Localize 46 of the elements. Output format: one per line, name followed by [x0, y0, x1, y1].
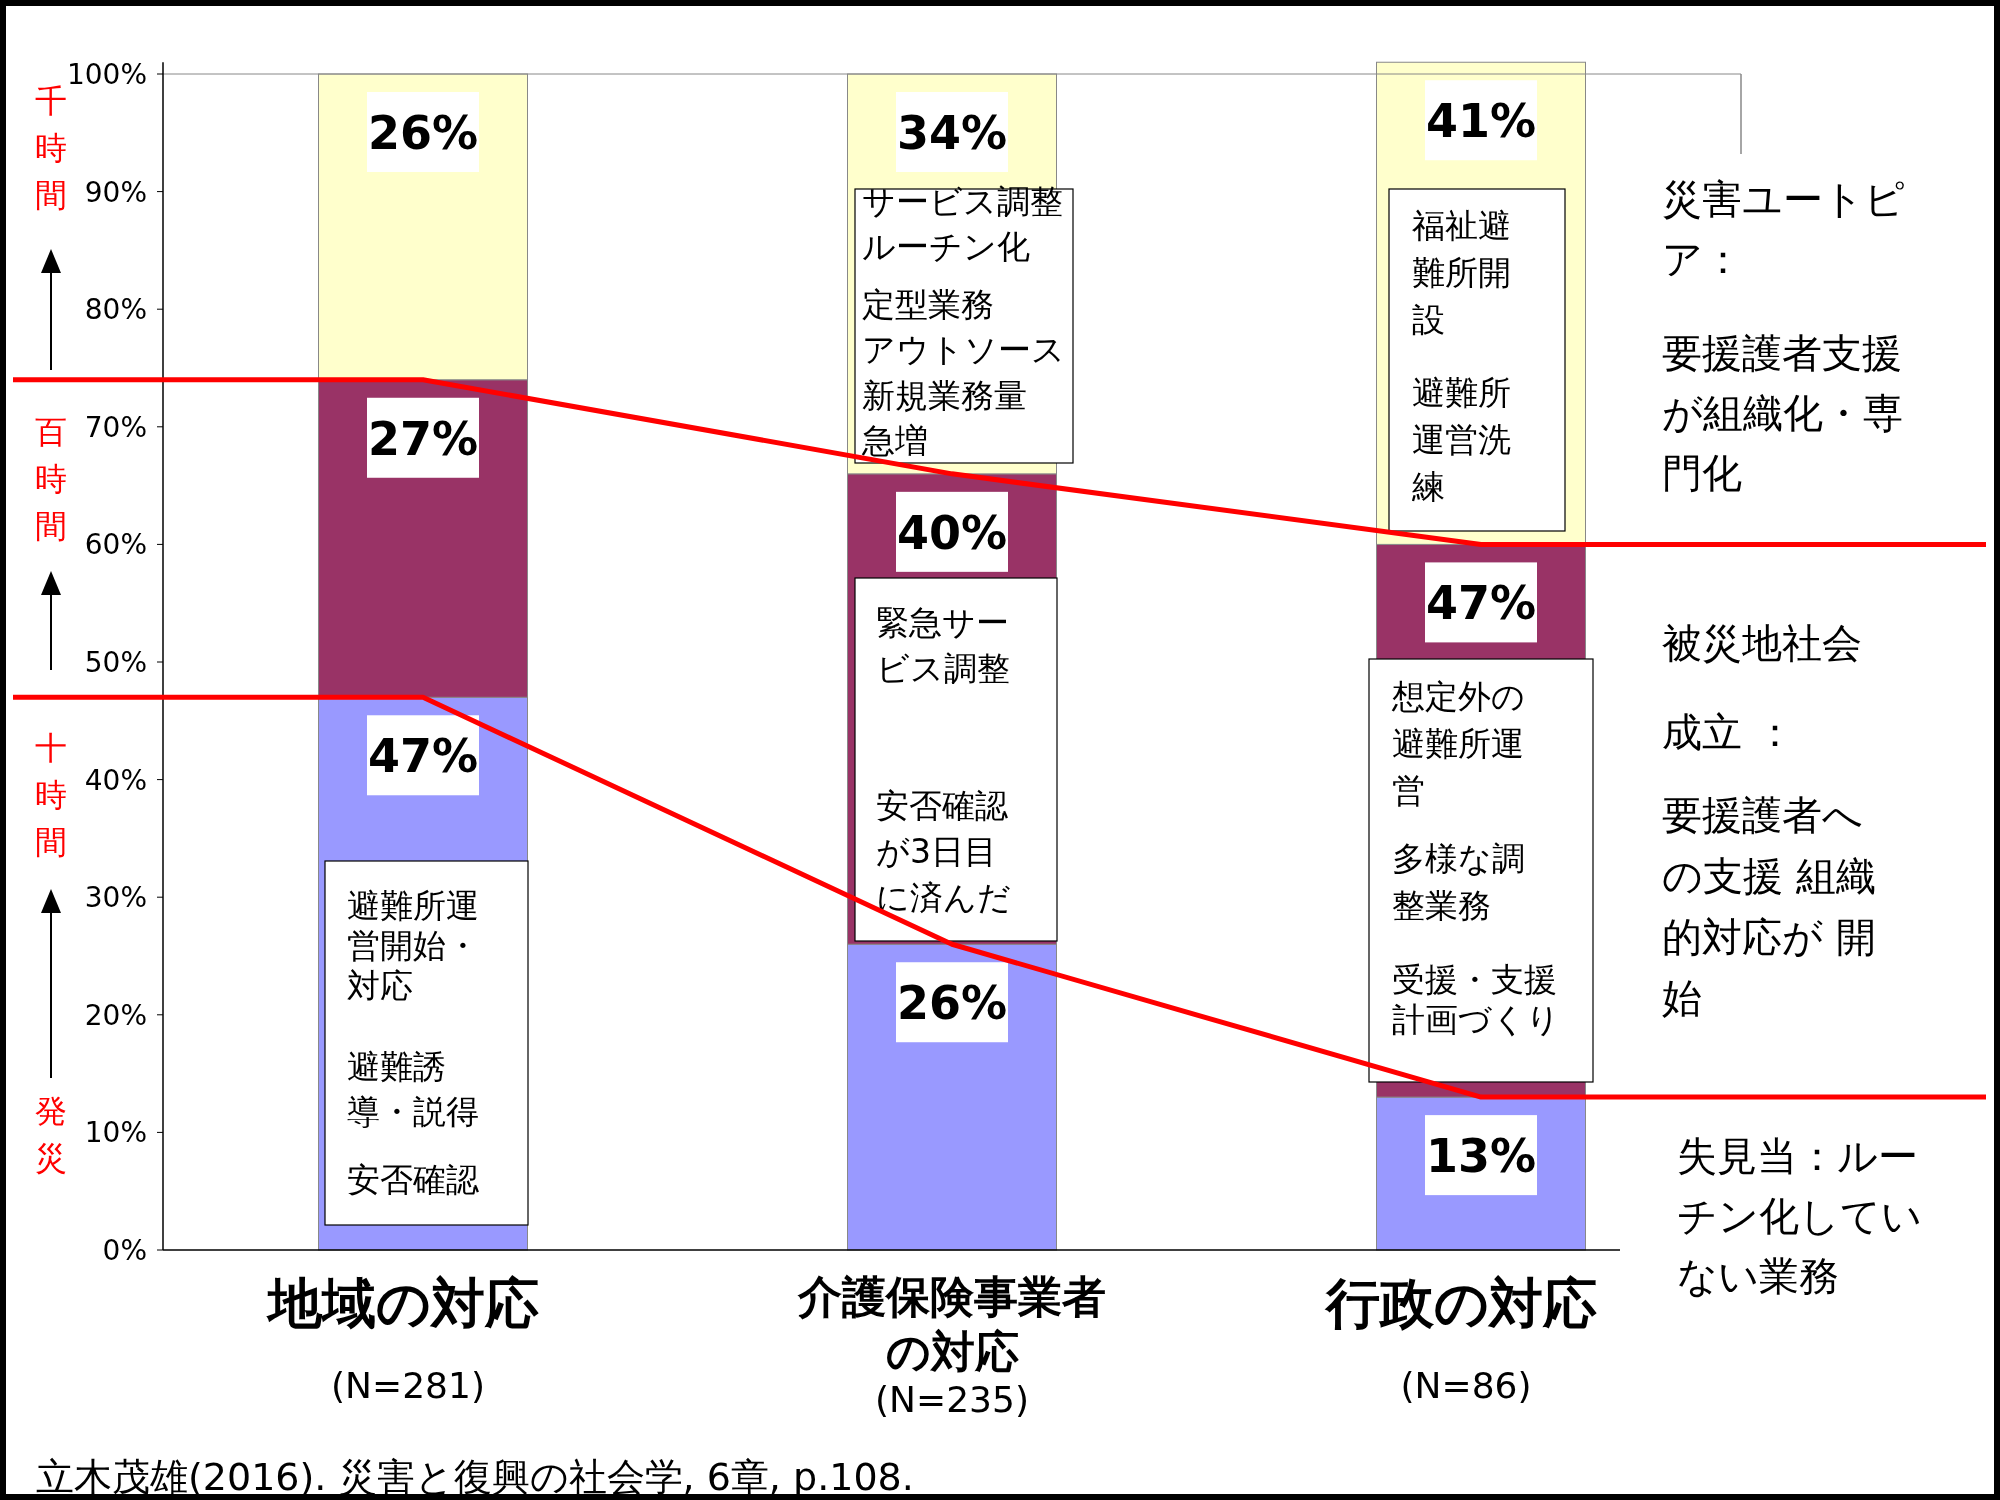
annotation: 成立 ： — [1662, 709, 1795, 755]
y-tick-label: 30% — [84, 881, 147, 915]
y-tick-label: 50% — [84, 646, 147, 679]
annotation: 安否確認が3日目に済んだ — [876, 786, 1011, 917]
y-tick-label: 90% — [84, 175, 147, 209]
y-tick-label: 60% — [84, 528, 147, 562]
data-label: 34% — [896, 106, 1008, 160]
data-label: 26% — [367, 106, 479, 160]
data-label: 47% — [367, 729, 479, 784]
data-label: 13% — [1425, 1129, 1537, 1184]
annotation: 要援護者への支援 組織的対応が 開始 — [1662, 792, 1876, 1021]
annotation: 要援護者支援が組織化・専門化 — [1662, 330, 1903, 496]
annotation: 失見当：ルーチン化していない業務 — [1677, 1133, 1922, 1299]
annotation: 災害ユートピア： — [1662, 176, 1905, 282]
data-label: 40% — [896, 505, 1008, 560]
y-tick-label: 40% — [84, 763, 147, 797]
data-label: 27% — [367, 411, 479, 466]
annotation: 多様な調整業務 — [1392, 839, 1525, 925]
annotation: 新規業務量急増 — [861, 376, 1027, 460]
annotation: 避難所運営開始・対応 — [347, 886, 479, 1005]
data-label: 47% — [1425, 576, 1537, 631]
text: 十時間 — [35, 729, 67, 861]
y-tick-label: 0% — [102, 1234, 147, 1267]
y-tick-label: 70% — [84, 410, 147, 444]
y-tick-label: 20% — [84, 998, 147, 1032]
y-tick-label: 100% — [66, 58, 147, 91]
text: 千時間 — [35, 82, 67, 214]
annotation: 避難所運営洗練 — [1411, 373, 1511, 506]
annotation: 受援・支援計画づくり — [1392, 960, 1560, 1039]
annotation: 安否確認 — [347, 1160, 479, 1199]
data-label: 26% — [896, 976, 1008, 1031]
x-tick-label: 介護保険事業者の対応 (N=235) — [797, 1271, 1106, 1420]
annotation: 緊急サービス調整 — [876, 603, 1010, 688]
x-tick-label: 行政の対応 (N=86) — [1323, 1272, 1597, 1406]
y-tick-label: 10% — [84, 1116, 147, 1150]
text: 発災 — [35, 1092, 67, 1177]
annotation: 定型業務アウトソース — [862, 285, 1065, 369]
y-tick-label: 80% — [84, 293, 147, 327]
annotation: 被災地社会 — [1662, 620, 1862, 666]
data-label: 41% — [1425, 94, 1537, 149]
annotation: 想定外の避難所運営 — [1391, 677, 1525, 810]
annotation: 福祉避難所開設 — [1412, 206, 1511, 339]
annotation: 避難誘導・説得 — [347, 1047, 479, 1131]
text: 百時間 — [35, 413, 67, 545]
annotation: サービス調整ルーチン化 — [862, 182, 1063, 266]
x-tick-label: 地域の対応 (N=281) — [265, 1272, 539, 1406]
